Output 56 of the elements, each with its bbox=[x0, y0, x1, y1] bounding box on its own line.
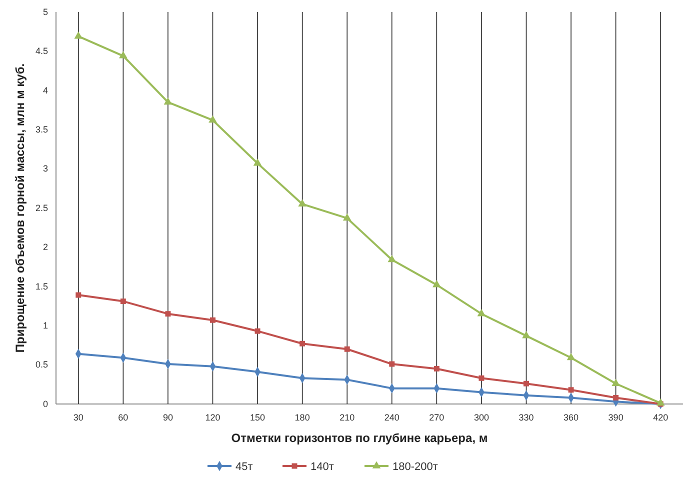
x-tick-label: 420 bbox=[653, 412, 668, 422]
point bbox=[613, 394, 619, 400]
y-tick-label: 3 bbox=[42, 164, 48, 174]
point bbox=[298, 199, 306, 206]
y-axis-title: Прирощение объемов горной массы, млн м куб. bbox=[13, 63, 27, 353]
y-tick-label: 1.5 bbox=[35, 281, 48, 292]
point bbox=[478, 375, 484, 381]
legend-label: 140т bbox=[310, 461, 334, 473]
x-axis-title: Отметки горизонтов по глубине карьера, м bbox=[231, 431, 488, 445]
point bbox=[120, 298, 126, 304]
y-tick-label: 1 bbox=[42, 320, 48, 330]
point bbox=[165, 311, 171, 317]
point bbox=[389, 361, 395, 367]
point bbox=[568, 387, 574, 393]
y-tick-label: 4 bbox=[42, 85, 48, 96]
point bbox=[164, 97, 172, 105]
point bbox=[254, 328, 260, 334]
y-tick-label: 4.5 bbox=[35, 46, 48, 56]
point bbox=[300, 340, 306, 346]
x-tick-label: 90 bbox=[162, 412, 173, 422]
point bbox=[432, 280, 441, 288]
point bbox=[612, 378, 620, 386]
point bbox=[208, 115, 217, 123]
point bbox=[522, 330, 530, 338]
point bbox=[342, 213, 352, 221]
x-tick-label: 300 bbox=[474, 412, 489, 422]
point bbox=[524, 380, 529, 386]
point bbox=[76, 292, 82, 298]
x-tick-label: 210 bbox=[340, 412, 355, 422]
x-tick-label: 360 bbox=[564, 412, 579, 422]
point bbox=[74, 32, 83, 39]
x-tick-label: 150 bbox=[250, 412, 266, 422]
point bbox=[210, 317, 216, 323]
point bbox=[344, 346, 350, 352]
x-tick-label: 30 bbox=[73, 412, 84, 422]
point bbox=[566, 352, 576, 360]
y-tick-label: 5 bbox=[42, 6, 48, 17]
x-tick-label: 240 bbox=[384, 412, 400, 422]
y-tick-label: 3.5 bbox=[35, 124, 48, 134]
x-tick-label: 120 bbox=[205, 412, 220, 422]
point bbox=[119, 51, 128, 58]
x-tick-label: 390 bbox=[608, 412, 624, 422]
y-tick-label: 0.5 bbox=[35, 360, 48, 370]
x-tick-label: 330 bbox=[518, 412, 534, 422]
point bbox=[253, 158, 262, 166]
x-tick-label: 180 bbox=[294, 412, 310, 422]
point bbox=[656, 398, 665, 406]
y-tick-label: 2.5 bbox=[35, 202, 48, 213]
x-tick-label: 60 bbox=[118, 412, 128, 422]
x-tick-label: 270 bbox=[429, 412, 444, 422]
point bbox=[434, 366, 440, 372]
y-tick-label: 2 bbox=[42, 242, 48, 252]
legend-label: 180-200т bbox=[392, 461, 438, 473]
point bbox=[477, 309, 486, 316]
y-tick-label: 0 bbox=[42, 398, 48, 409]
legend-label: 45т bbox=[236, 461, 253, 473]
